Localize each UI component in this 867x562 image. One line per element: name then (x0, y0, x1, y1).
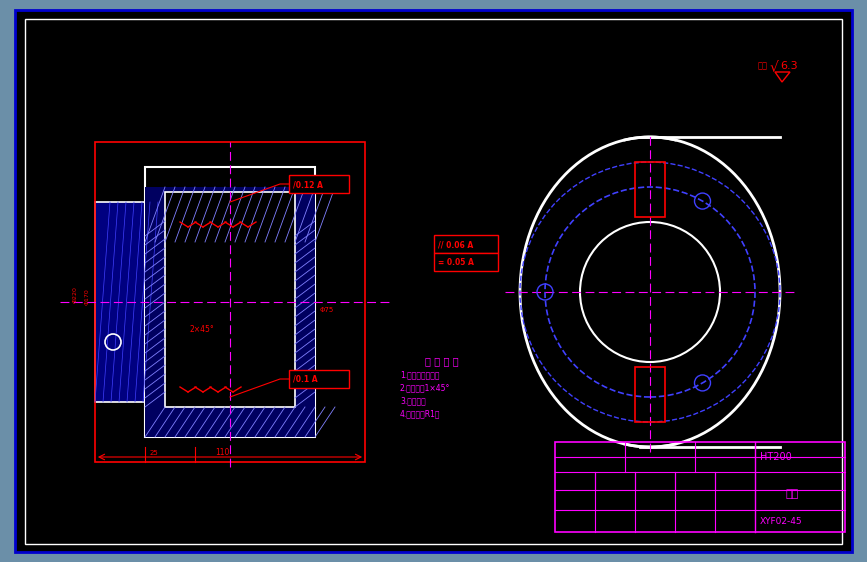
Text: 6.3: 6.3 (780, 61, 798, 71)
FancyBboxPatch shape (289, 175, 349, 193)
Text: 3.去除毛刺: 3.去除毛刺 (400, 396, 426, 405)
Bar (635, 367, 665, 422)
Bar (555, 442, 845, 532)
Text: 1.零件时效处理。: 1.零件时效处理。 (400, 370, 440, 379)
Text: 技 术 要 求: 技 术 要 求 (425, 356, 459, 366)
Text: 25: 25 (150, 450, 159, 456)
Text: /0.1 A: /0.1 A (293, 375, 317, 384)
Text: √: √ (770, 61, 779, 75)
Text: 箱体: 箱体 (785, 489, 799, 499)
Text: 2.未注倒角1×45°: 2.未注倒角1×45° (400, 383, 450, 392)
Bar (95, 202, 145, 402)
Bar (95, 142, 365, 462)
Bar (635, 162, 665, 217)
Text: = 0.05 A: = 0.05 A (438, 258, 474, 267)
Text: 4.未注圆角R1。: 4.未注圆角R1。 (400, 409, 440, 418)
Bar (295, 242, 315, 407)
Bar (165, 192, 295, 407)
Text: // 0.06 A: // 0.06 A (438, 240, 473, 249)
Text: 其余: 其余 (758, 61, 768, 70)
Text: Φ170: Φ170 (85, 288, 90, 305)
Text: Φ220: Φ220 (73, 286, 78, 303)
FancyBboxPatch shape (434, 235, 498, 253)
Bar (145, 187, 315, 242)
FancyBboxPatch shape (434, 253, 498, 271)
Text: 2×45°: 2×45° (190, 325, 215, 334)
Text: /0.12 A: /0.12 A (293, 180, 323, 189)
Text: 110: 110 (215, 448, 230, 457)
FancyBboxPatch shape (289, 370, 349, 388)
Text: XYF02-45: XYF02-45 (760, 517, 803, 526)
Bar (145, 242, 165, 407)
Text: Φ75: Φ75 (320, 307, 335, 313)
Text: HT200: HT200 (760, 452, 792, 462)
Bar (145, 167, 315, 437)
Bar (145, 407, 315, 437)
